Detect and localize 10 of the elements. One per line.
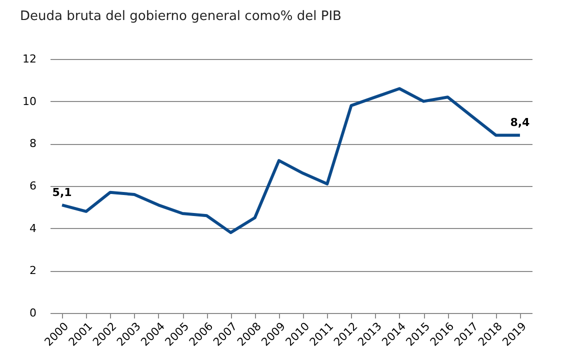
y-tick-label: 6: [30, 180, 36, 192]
data-label: 8,4: [510, 116, 530, 130]
y-tick-label: 8: [30, 137, 36, 150]
y-tick-label: 4: [30, 222, 36, 235]
y-tick-label: 12: [22, 52, 36, 66]
y-tick-label: 10: [22, 94, 36, 108]
data-label: 5,1: [52, 186, 72, 200]
chart-title: Deuda bruta del gobierno general como% del PIB: [20, 9, 342, 24]
y-tick-label: 0: [30, 306, 36, 320]
y-tick-label: 2: [30, 264, 36, 278]
